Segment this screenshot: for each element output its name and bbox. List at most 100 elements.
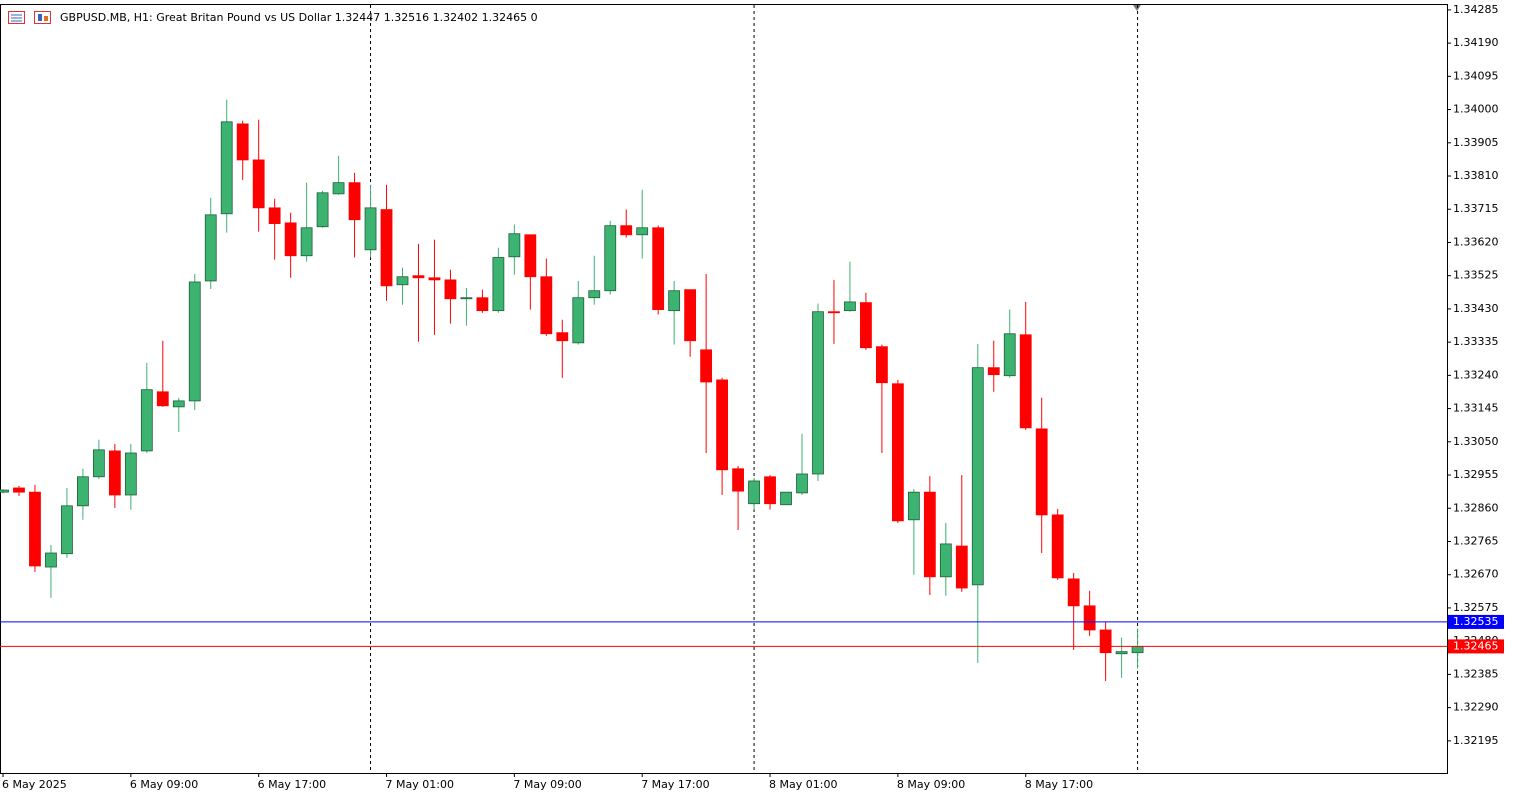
- candle-body: [923, 491, 936, 578]
- x-tick-label: 8 May 01:00: [769, 778, 837, 791]
- candle-body: [604, 225, 617, 292]
- candle-body: [108, 450, 121, 496]
- candle-body: [1019, 334, 1032, 429]
- candle-body: [1083, 605, 1096, 631]
- candle-body: [524, 234, 537, 278]
- candle-body: [188, 281, 201, 402]
- candle-body: [204, 214, 217, 282]
- candle-body: [860, 302, 872, 349]
- y-tick-label: 1.32860: [1453, 501, 1499, 514]
- candle-body: [61, 505, 73, 555]
- candle-body: [252, 159, 265, 209]
- y-tick-label: 1.33810: [1453, 169, 1499, 182]
- x-tick-label: 7 May 09:00: [513, 778, 581, 791]
- candle-body: [1131, 645, 1144, 654]
- candle-body: [1067, 578, 1080, 607]
- x-tick-label: 7 May 01:00: [386, 778, 454, 791]
- candle-body: [13, 487, 25, 493]
- candle-body: [300, 227, 313, 257]
- candle-body: [588, 290, 601, 299]
- candle-body: [971, 367, 984, 586]
- candle-body: [348, 182, 361, 221]
- y-tick-label: 1.34285: [1453, 3, 1499, 16]
- candle-body: [1003, 333, 1016, 377]
- y-tick-label: 1.33620: [1453, 235, 1499, 248]
- candle-body: [268, 207, 281, 224]
- candle-body: [1051, 514, 1064, 579]
- shift-marker: [1133, 5, 1141, 11]
- candle-body: [140, 389, 153, 452]
- y-tick-label: 1.32385: [1453, 667, 1499, 680]
- icon-bar: [44, 16, 48, 21]
- y-tick-label: 1.34190: [1453, 36, 1499, 49]
- candle-body: [572, 297, 585, 344]
- candle-body: [172, 400, 185, 408]
- candle-body: [812, 311, 824, 475]
- x-tick-label: 6 May 17:00: [258, 778, 326, 791]
- candle-body: [236, 123, 249, 161]
- candle-body: [412, 275, 425, 279]
- candle-body: [540, 276, 553, 335]
- y-tick-label: 1.33430: [1453, 302, 1499, 315]
- candle-body: [796, 473, 808, 494]
- candle-body: [1115, 651, 1128, 655]
- candle-body: [364, 207, 377, 251]
- candle-body: [380, 209, 393, 287]
- candle-body: [748, 480, 760, 505]
- price-label-box: [1448, 639, 1504, 654]
- icon-chart: [34, 11, 51, 24]
- header-icons: [8, 11, 51, 24]
- x-tick-label: 7 May 17:00: [641, 778, 709, 791]
- y-tick-label: 1.32955: [1453, 468, 1499, 481]
- x-tick-label: 8 May 17:00: [1025, 778, 1093, 791]
- x-tick-label: 6 May 2025: [2, 778, 67, 791]
- candle-body: [508, 233, 521, 258]
- candle-body: [1099, 629, 1112, 654]
- y-tick-label: 1.34000: [1453, 103, 1499, 116]
- candle-body: [492, 257, 505, 312]
- candle-body: [955, 545, 968, 589]
- y-tick-label: 1.33715: [1453, 202, 1499, 215]
- candle-body: [764, 476, 776, 505]
- y-tick-label: 1.33050: [1453, 435, 1499, 448]
- candle-body: [891, 383, 904, 522]
- candle-body: [77, 476, 89, 507]
- candle-body: [428, 277, 441, 281]
- candle-body: [316, 192, 329, 228]
- candle-body: [476, 297, 489, 312]
- candle-body: [876, 346, 888, 384]
- candle-body: [700, 349, 713, 383]
- y-tick-label: 1.32670: [1453, 568, 1499, 581]
- candle-body: [987, 367, 1000, 376]
- price-label: 1.32465: [1453, 639, 1499, 652]
- candle-body: [460, 297, 473, 300]
- candle-body: [652, 227, 665, 311]
- candle-body: [444, 279, 457, 300]
- candle-body: [29, 491, 41, 567]
- y-tick-label: 1.33240: [1453, 368, 1499, 381]
- candle-body: [620, 225, 633, 236]
- y-tick-label: 1.33145: [1453, 402, 1499, 415]
- candle-body: [156, 391, 169, 407]
- candle-body: [332, 182, 345, 195]
- y-tick-label: 1.33905: [1453, 136, 1499, 149]
- y-tick-label: 1.33335: [1453, 335, 1499, 348]
- price-label-box: [1448, 614, 1504, 629]
- candle-body: [1035, 428, 1048, 516]
- y-tick-label: 1.32290: [1453, 701, 1499, 714]
- y-tick-label: 1.32195: [1453, 734, 1499, 747]
- candle-body: [828, 311, 840, 314]
- candle-body: [396, 276, 409, 286]
- candle-body: [780, 491, 792, 506]
- x-tick-label: 6 May 09:00: [130, 778, 198, 791]
- candle-body: [636, 227, 649, 236]
- candle-body: [45, 552, 57, 568]
- candle-body: [284, 222, 297, 257]
- candle-body: [716, 379, 728, 471]
- candle-body: [124, 452, 137, 496]
- x-tick-label: 8 May 09:00: [897, 778, 965, 791]
- y-tick-label: 1.33525: [1453, 269, 1499, 282]
- candle-body: [92, 449, 105, 478]
- candle-body: [220, 121, 233, 215]
